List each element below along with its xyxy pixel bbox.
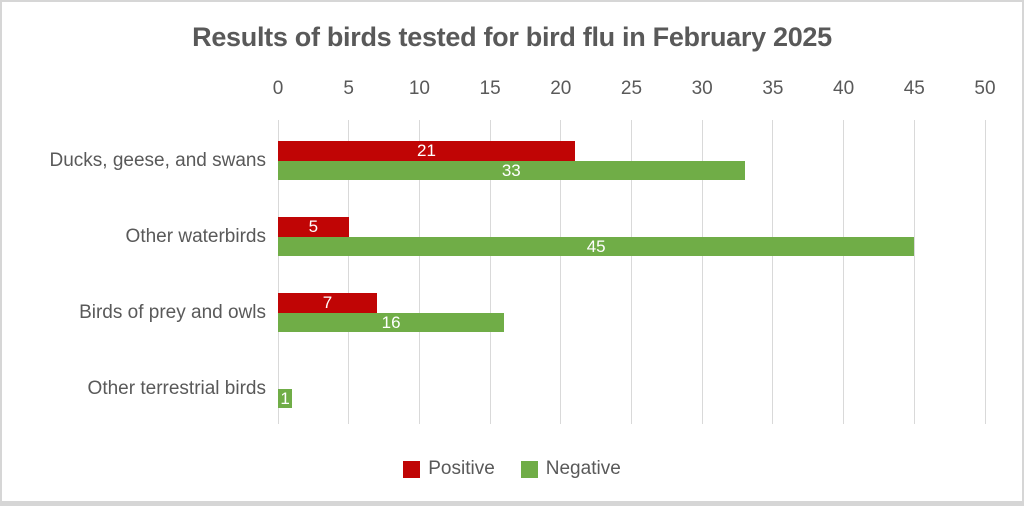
x-axis-tick-labels: 0 5 10 15 20 25 30 35 40 45 50 [2, 78, 1022, 102]
category-label: Birds of prey and owls [79, 301, 266, 323]
gridline-45 [913, 120, 915, 424]
x-tick-label-35: 35 [762, 78, 784, 99]
bar-positive: 7 [278, 293, 377, 313]
x-tick-label-20: 20 [550, 78, 572, 99]
x-tick-label-30: 30 [691, 78, 713, 99]
legend-item-positive: Positive [403, 458, 495, 480]
category-label: Other waterbirds [125, 225, 266, 247]
x-tick-label-40: 40 [833, 78, 855, 99]
bar-value-label: 21 [417, 141, 436, 160]
category-label: Other terrestrial birds [87, 377, 266, 399]
x-tick-label-25: 25 [620, 78, 643, 99]
legend-swatch-positive [403, 460, 421, 478]
bar-negative: 16 [278, 312, 505, 332]
bar-positive: 21 [278, 141, 575, 161]
gridline-40 [843, 120, 845, 424]
bar-negative: 45 [278, 236, 915, 256]
legend: Positive Negative [2, 455, 1022, 483]
gridline-25 [631, 120, 632, 424]
gridline-30 [701, 120, 703, 424]
gridline-35 [772, 120, 774, 424]
legend-item-negative: Negative [520, 458, 621, 480]
chart-title: Results of birds tested for bird flu in … [192, 22, 832, 52]
plot-area: 21 33 5 45 7 16 1 [277, 120, 986, 424]
x-tick-label-15: 15 [479, 78, 501, 99]
x-tick-label-0: 0 [272, 78, 284, 99]
gridline-15 [489, 120, 491, 424]
gridline-0 [277, 120, 279, 424]
x-tick-label-5: 5 [343, 78, 354, 99]
bar-value-label: 45 [586, 236, 606, 256]
bar-positive: 5 [278, 217, 349, 237]
legend-swatch-negative [520, 460, 538, 478]
gridline-20 [560, 120, 562, 424]
bar-value-label: 5 [308, 217, 319, 236]
x-tick-label-10: 10 [408, 78, 430, 99]
gridline-10 [418, 120, 420, 424]
gridline-50 [984, 120, 986, 424]
bar-value-label: 1 [280, 388, 290, 408]
bar-negative: 1 [278, 388, 293, 408]
gridline-5 [348, 120, 350, 424]
x-tick-label-45: 45 [903, 78, 925, 99]
bar-negative: 33 [278, 160, 745, 180]
legend-label-positive: Positive [428, 458, 495, 479]
bar-value-label: 33 [501, 160, 521, 180]
bar-value-label: 7 [322, 293, 333, 312]
bar-value-label: 16 [381, 312, 401, 332]
category-axis-labels: Ducks, geese, and swans Other waterbirds B… [2, 2, 266, 501]
legend-label-negative: Negative [545, 458, 621, 479]
x-tick-label-50: 50 [974, 78, 996, 99]
category-label: Ducks, geese, and swans [49, 149, 266, 171]
